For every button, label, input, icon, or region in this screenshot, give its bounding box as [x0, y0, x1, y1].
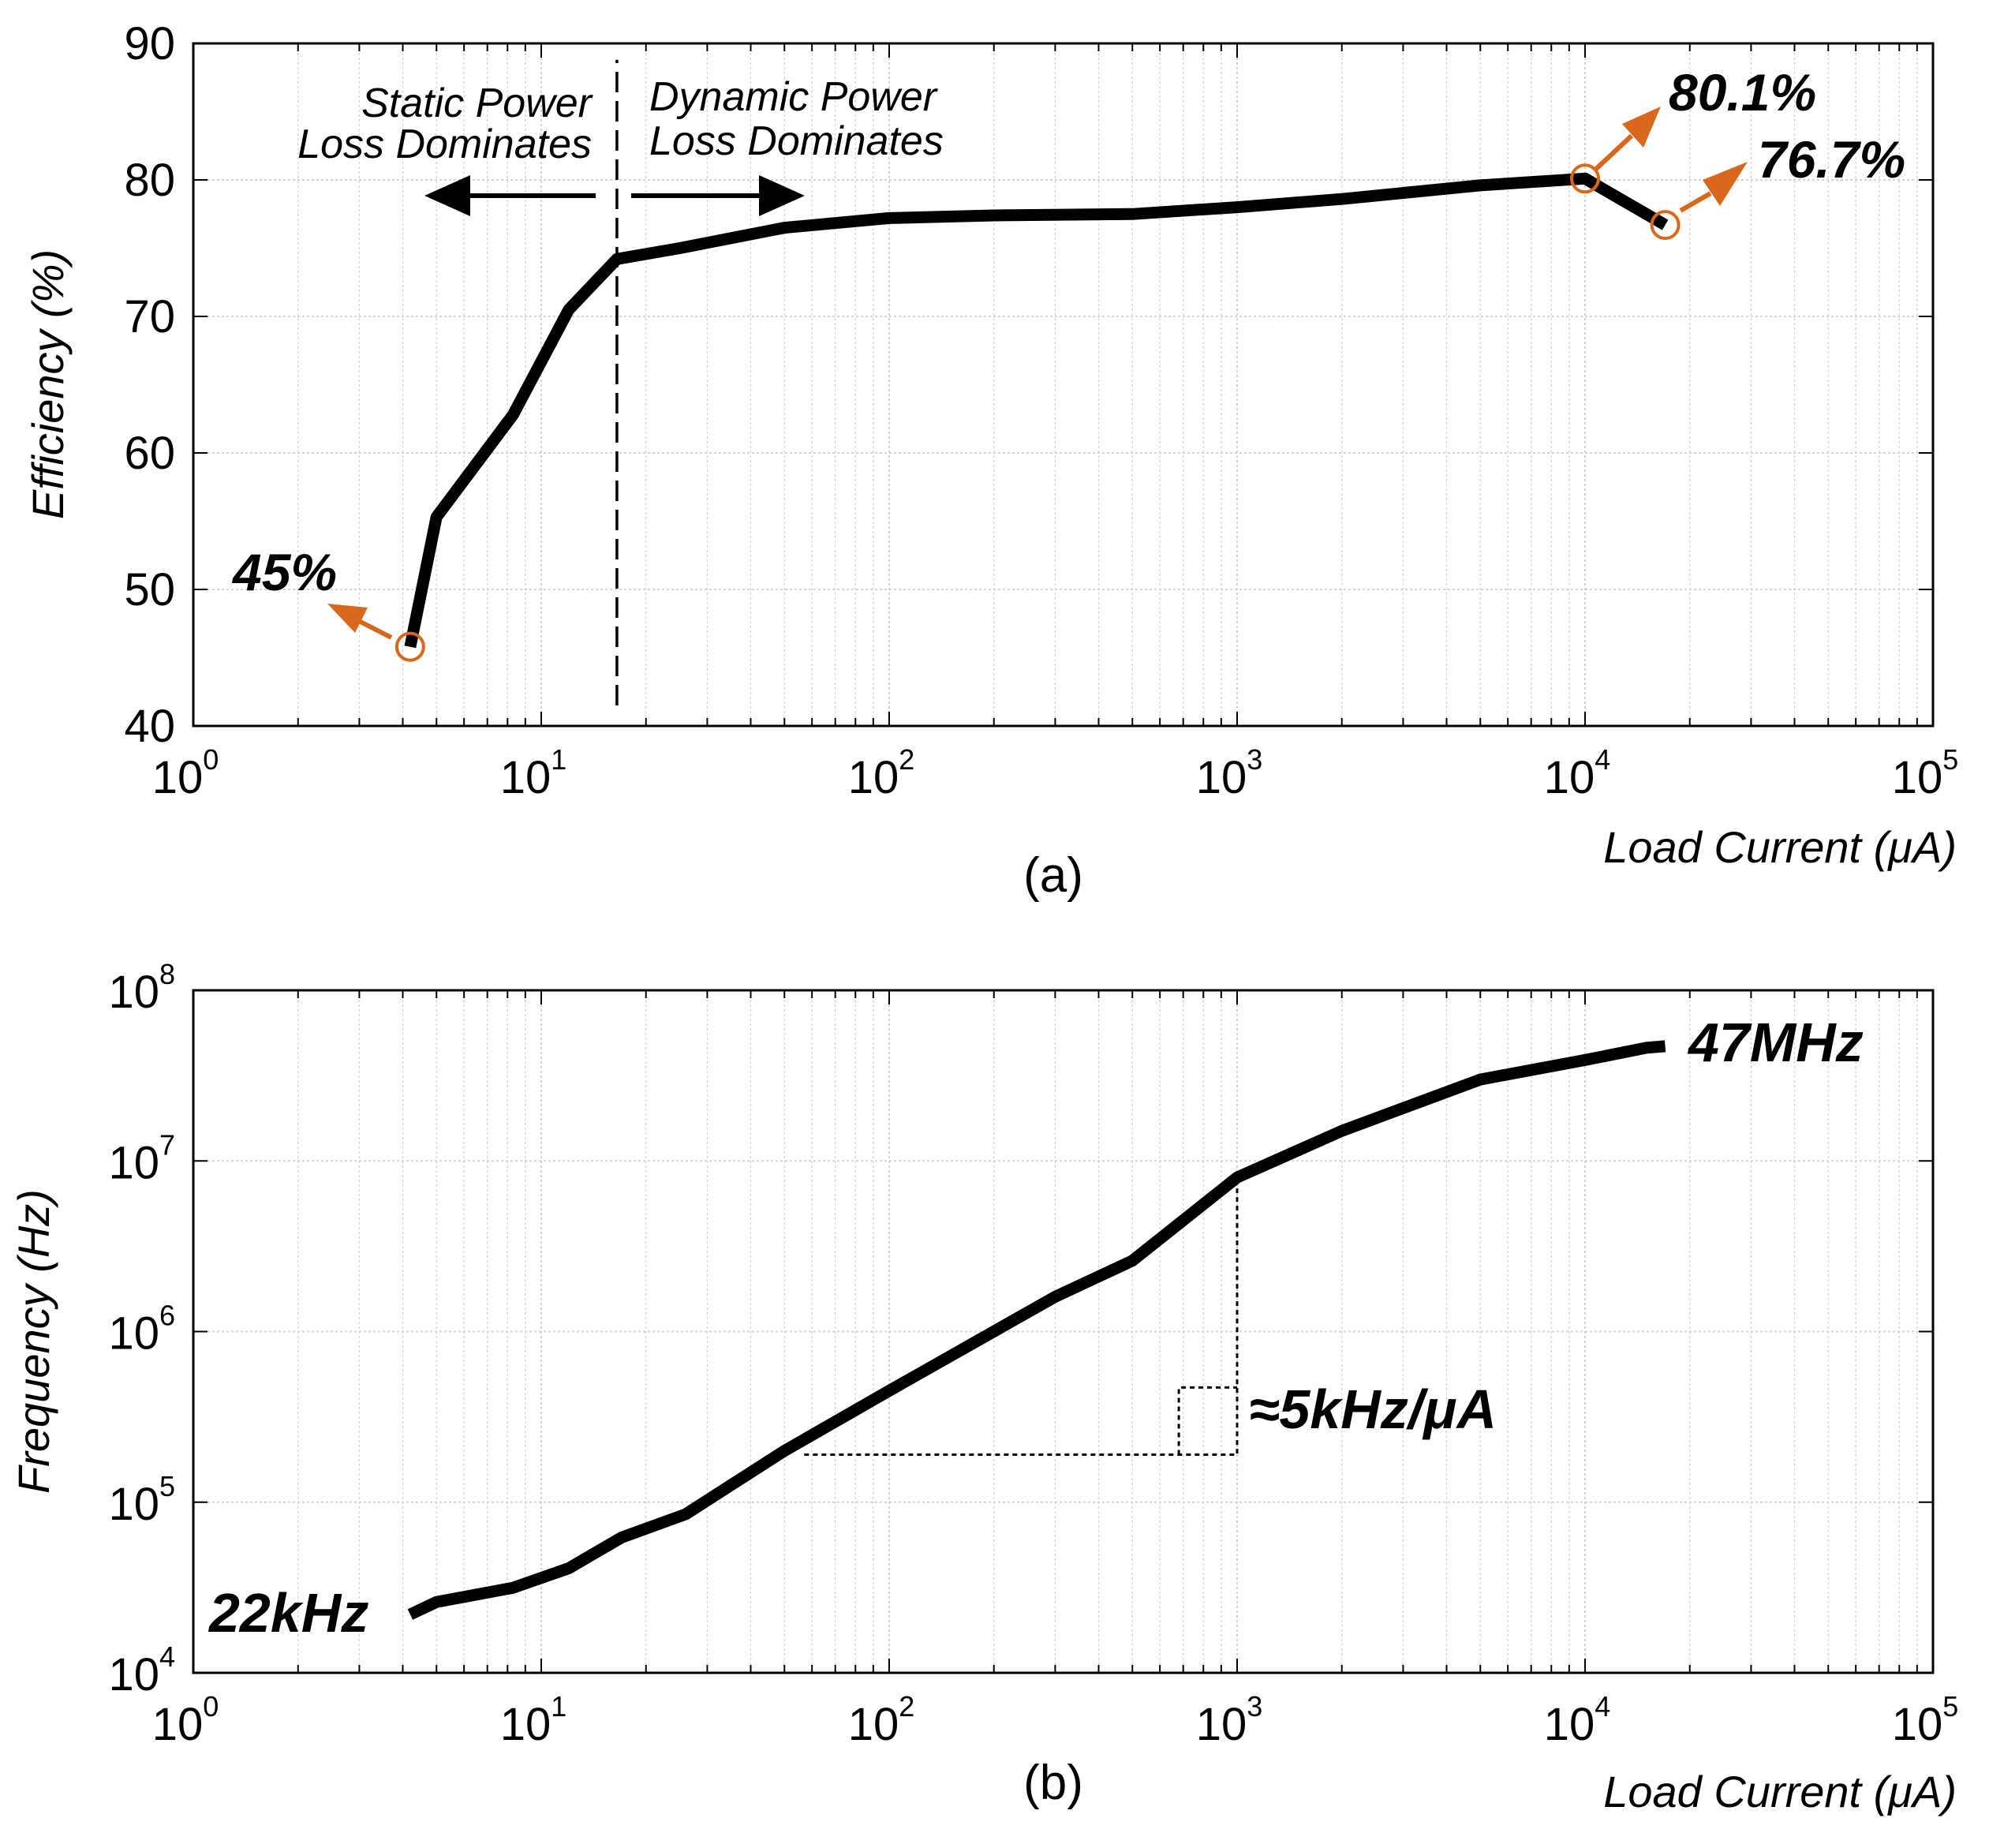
end-efficiency-label: 76.7%: [1758, 130, 1905, 189]
y-tick-label: 60: [124, 428, 175, 479]
dynamic-loss-arrow: [631, 175, 805, 216]
y-tick-label: 50: [124, 564, 175, 615]
y-tick-label: 104: [108, 1640, 175, 1700]
x-tick-label: 101: [500, 743, 567, 803]
efficiency-x-axis-label: Load Current (μA): [1603, 822, 1957, 872]
x-tick-label: 105: [1892, 743, 1959, 803]
highlight-marker: [394, 631, 425, 662]
frequency-grid: [193, 990, 1933, 1673]
max-efficiency-label: 80.1%: [1669, 63, 1816, 122]
x-tick-label: 102: [848, 1690, 915, 1750]
efficiency-markers: [394, 163, 1681, 662]
x-tick-label: 105: [1892, 1690, 1959, 1750]
highlight-marker: [1570, 163, 1600, 194]
efficiency-plot-frame: [192, 42, 1935, 728]
highlight-marker: [1650, 210, 1681, 241]
x-tick-label: 100: [152, 1690, 219, 1750]
end-efficiency-arrow: [1679, 162, 1748, 213]
x-tick-label: 102: [848, 743, 915, 803]
min-efficiency-arrow: [327, 604, 393, 640]
x-tick-label: 104: [1544, 1690, 1611, 1750]
max-efficiency-arrow: [1593, 107, 1661, 172]
y-tick-label: 40: [124, 701, 175, 752]
y-tick-label: 107: [108, 1128, 175, 1188]
slope-label: ≈5kHz/μA: [1249, 1379, 1497, 1440]
static-loss-label-line1: Static Power: [361, 80, 594, 126]
slope-guide-dotted: [804, 1177, 1239, 1456]
y-tick-label: 106: [108, 1300, 175, 1360]
dynamic-loss-label-line1: Dynamic Power: [649, 74, 939, 120]
efficiency-chart: 100 101 102 103 104 105 40 50 60 70 80 90 Efficien…: [23, 18, 1958, 903]
y-tick-label: 90: [124, 18, 175, 69]
y-tick-label: 70: [124, 291, 175, 342]
x-tick-label: 103: [1196, 1690, 1263, 1750]
dynamic-loss-label-line2: Loss Dominates: [649, 118, 944, 164]
frequency-y-tick-labels: 104 105 106 107 108: [108, 958, 175, 1700]
frequency-chart: 100 101 102 103 104 105 104 105 106 107 108 Frequ…: [9, 958, 1958, 1816]
static-loss-arrow: [424, 175, 596, 216]
frequency-ticks: [193, 989, 1933, 1674]
x-tick-label: 103: [1196, 743, 1263, 803]
efficiency-y-tick-labels: 40 50 60 70 80 90: [124, 18, 175, 752]
y-tick-label: 108: [108, 958, 175, 1018]
y-tick-label: 80: [124, 155, 175, 206]
efficiency-curve: [404, 172, 1669, 649]
frequency-x-tick-labels: 100 101 102 103 104 105: [152, 1690, 1959, 1750]
start-frequency-label: 22kHz: [207, 1582, 368, 1644]
min-efficiency-label: 45%: [231, 543, 337, 601]
x-tick-label: 101: [500, 1690, 567, 1750]
frequency-x-axis-label: Load Current (μA): [1603, 1767, 1957, 1816]
y-tick-label: 105: [108, 1470, 175, 1530]
efficiency-y-axis-label: Efficiency (%): [23, 249, 73, 519]
efficiency-ticks: [193, 43, 1933, 727]
static-loss-label-line2: Loss Dominates: [297, 122, 592, 167]
panel-a-label: (a): [1023, 848, 1083, 903]
frequency-y-axis-label: Frequency (Hz): [9, 1189, 58, 1494]
end-frequency-label: 47MHz: [1687, 1012, 1864, 1073]
frequency-curve: [407, 1040, 1666, 1620]
panel-b-label: (b): [1023, 1756, 1083, 1810]
x-tick-label: 100: [152, 743, 219, 803]
efficiency-x-tick-labels: 100 101 102 103 104 105: [152, 743, 1959, 803]
x-tick-label: 104: [1544, 743, 1611, 803]
